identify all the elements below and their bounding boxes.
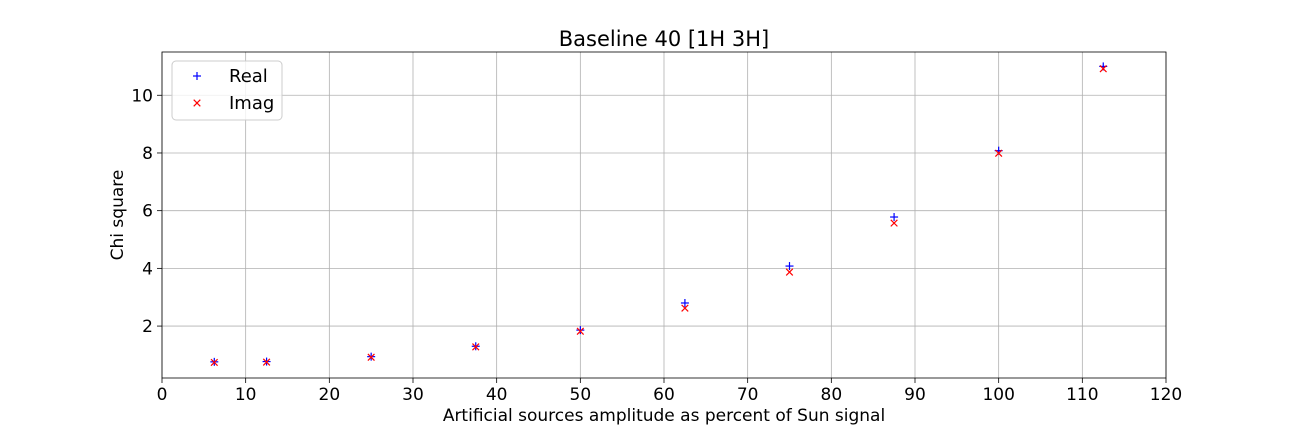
legend: Real Imag <box>171 60 283 121</box>
y-axis-label: Chi square <box>108 170 128 261</box>
x-tick-label: 90 <box>904 385 926 405</box>
grid-lines <box>161 52 1167 378</box>
imag-data-point <box>472 343 480 351</box>
imag-data-point <box>994 149 1003 157</box>
legend-marker-real <box>193 72 201 80</box>
x-tick-label: 70 <box>737 385 759 405</box>
x-tick-label: 20 <box>319 385 341 405</box>
x-tick-label: 0 <box>157 385 168 405</box>
x-tick-label: 80 <box>821 385 843 405</box>
imag-data-point <box>681 304 689 312</box>
imag-data-point <box>262 358 271 366</box>
y-tick-label: 8 <box>142 144 153 164</box>
x-tick-label: 120 <box>1150 385 1182 405</box>
x-tick-label: 110 <box>1066 385 1098 405</box>
data-points <box>210 62 1108 367</box>
imag-data-point <box>210 358 219 367</box>
x-tick-label: 60 <box>653 385 675 405</box>
imag-data-point <box>1099 65 1107 73</box>
imag-data-point <box>576 327 585 335</box>
legend-label-imag: Imag <box>229 93 274 114</box>
axis-ticks: 0 10 20 30 40 50 60 70 80 90 100 110 120 2 4 6 8 10 <box>131 86 1182 405</box>
y-tick-label: 6 <box>142 202 153 222</box>
x-tick-label: 10 <box>235 385 257 405</box>
x-tick-label: 30 <box>402 385 424 405</box>
real-data-point <box>576 326 585 335</box>
x-tick-label: 40 <box>486 385 508 405</box>
x-tick-label: 100 <box>982 385 1014 405</box>
legend-marker-imag <box>193 99 201 107</box>
imag-data-point <box>367 353 375 361</box>
chart-title: Baseline 40 [1H 3H] <box>559 27 769 51</box>
real-data-point <box>680 298 689 307</box>
imag-data-point <box>785 268 794 276</box>
plot-frame <box>161 51 1167 379</box>
real-data-point <box>785 262 794 271</box>
y-tick-label: 4 <box>142 259 153 279</box>
y-tick-label: 10 <box>131 86 153 106</box>
y-tick-label: 2 <box>142 317 153 337</box>
x-axis-label: Artificial sources amplitude as percent … <box>443 406 885 426</box>
legend-label-real: Real <box>229 66 268 87</box>
imag-data-point <box>890 219 898 227</box>
real-data-point <box>890 213 899 222</box>
x-tick-label: 50 <box>570 385 592 405</box>
